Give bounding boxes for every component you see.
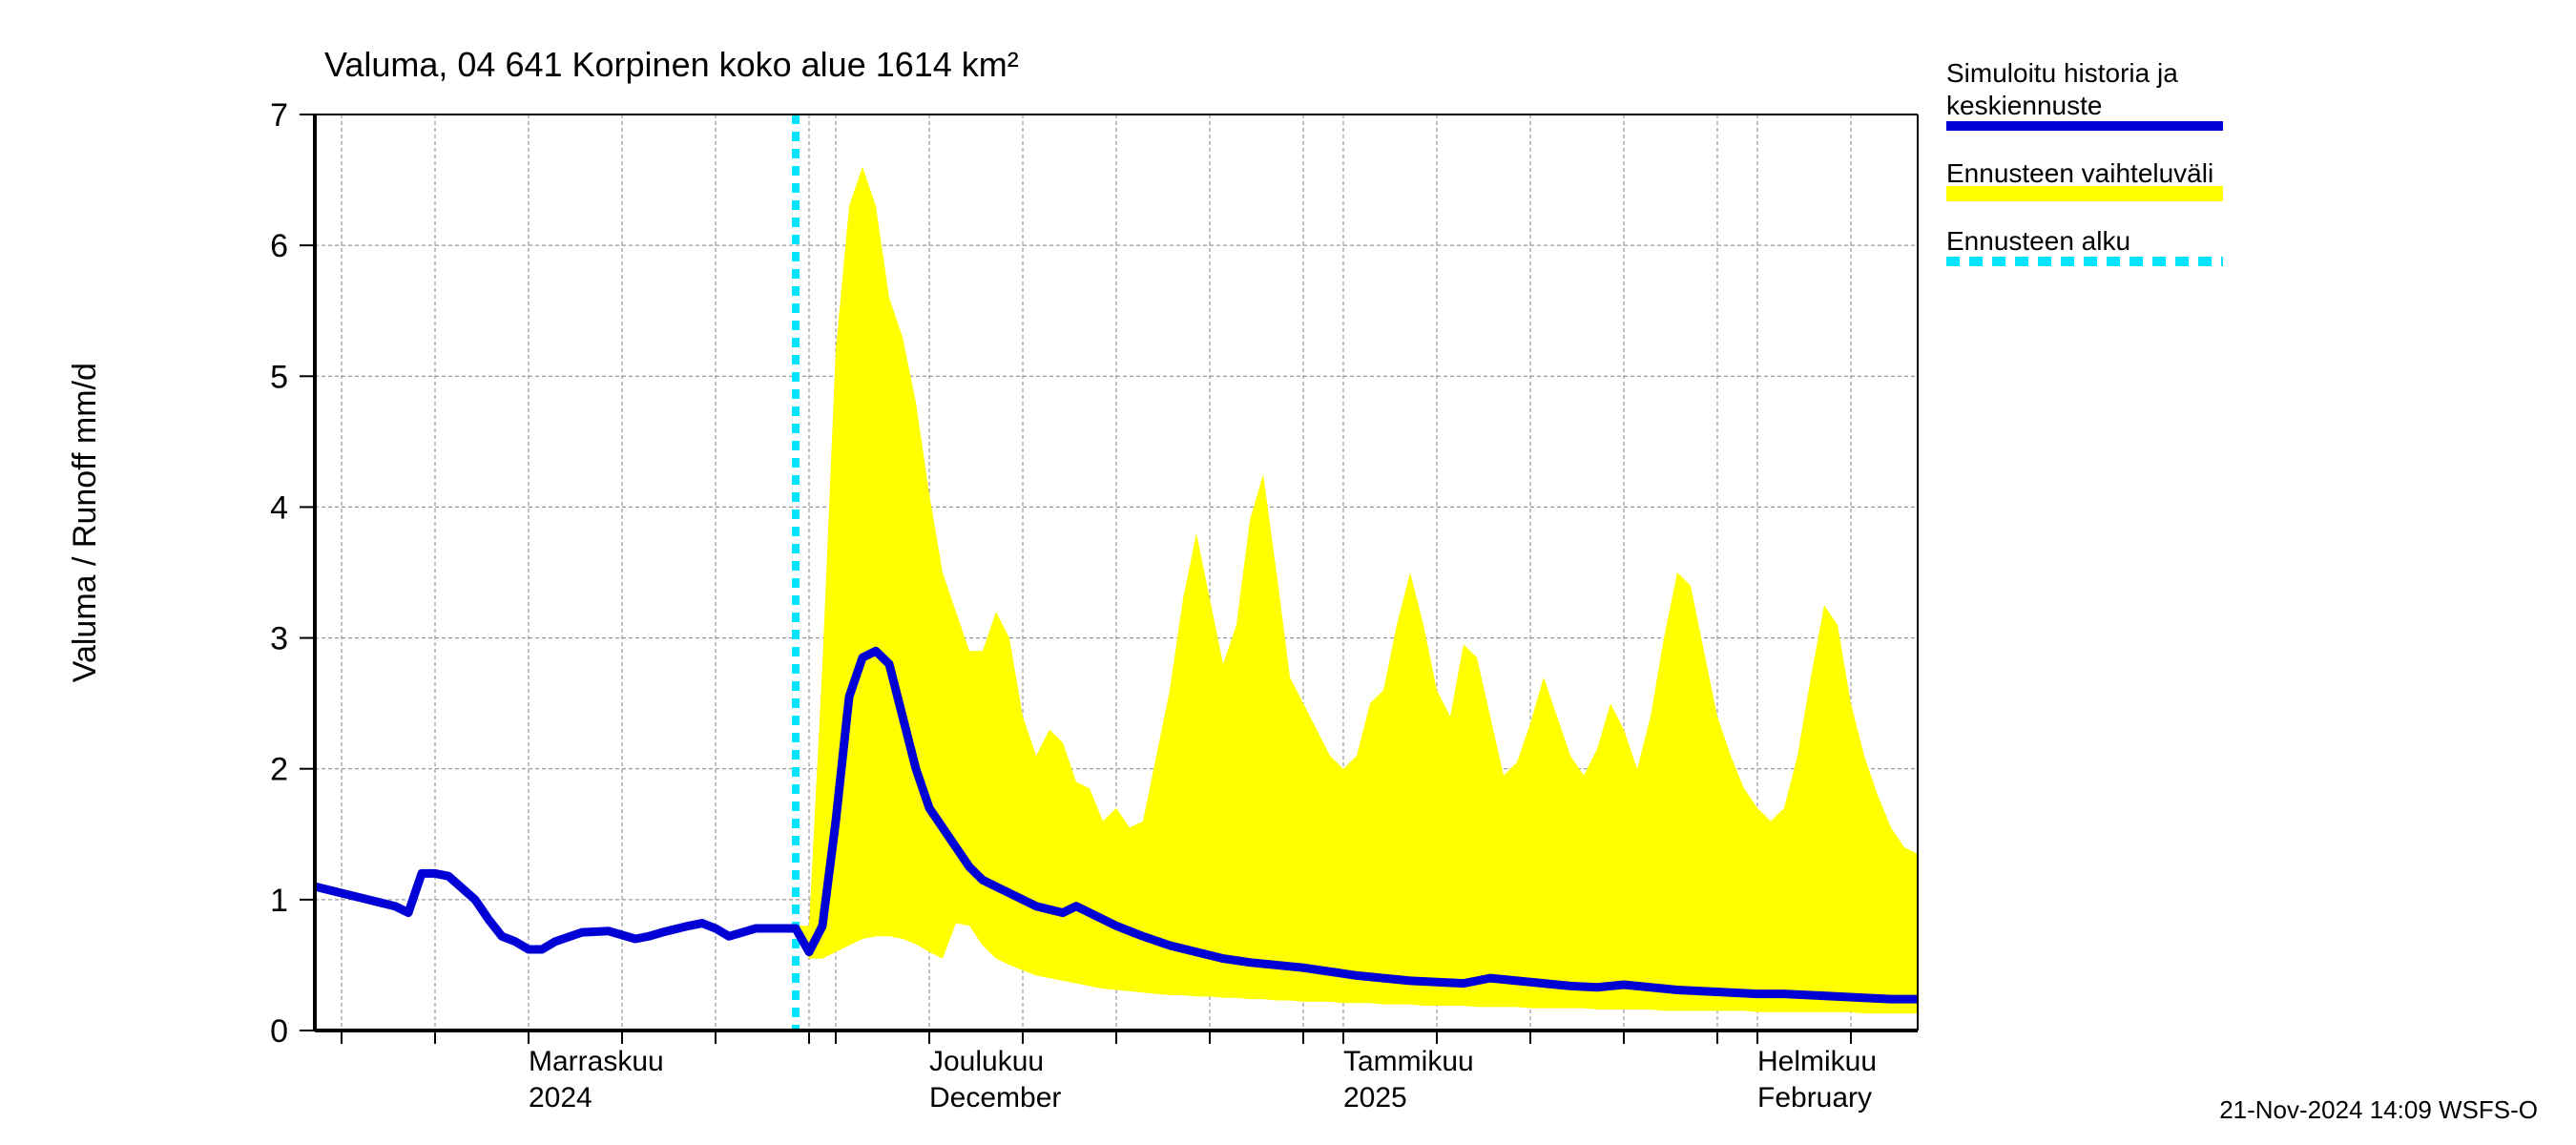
- legend-label: Simuloitu historia ja: [1946, 58, 2178, 88]
- y-tick-label: 0: [270, 1013, 288, 1050]
- y-tick-label: 7: [270, 97, 288, 134]
- runoff-chart: 0 1 2 3 4 5 6 7 Marraskuu 2024 Joulukuu December Tam…: [0, 0, 2576, 1145]
- legend-label: keskiennuste: [1946, 91, 2102, 120]
- y-tick-label: 6: [270, 228, 288, 264]
- y-tick-label: 3: [270, 621, 288, 657]
- y-axis-label: Valuma / Runoff mm/d: [67, 363, 103, 682]
- legend-label: Ennusteen alku: [1946, 226, 2130, 256]
- y-tick-label: 5: [270, 359, 288, 395]
- x-tick-label-top: Tammikuu: [1343, 1046, 1474, 1077]
- y-tick-label: 2: [270, 752, 288, 788]
- x-tick-label-bottom: 2024: [529, 1082, 592, 1114]
- x-tick-label-bottom: 2025: [1343, 1082, 1407, 1114]
- chart-title: Valuma, 04 641 Korpinen koko alue 1614 k…: [324, 45, 1019, 84]
- y-tick-label: 4: [270, 489, 288, 526]
- x-tick-label-bottom: December: [929, 1082, 1061, 1114]
- x-tick-label-top: Helmikuu: [1757, 1046, 1877, 1077]
- legend-label: Ennusteen vaihteluväli: [1946, 158, 2213, 188]
- y-tick-label: 1: [270, 883, 288, 919]
- chart-footer: 21-Nov-2024 14:09 WSFS-O: [2219, 1095, 2538, 1124]
- x-tick-label-bottom: February: [1757, 1082, 1872, 1114]
- legend-swatch-band: [1946, 186, 2223, 201]
- x-tick-label-top: Joulukuu: [929, 1046, 1044, 1077]
- x-tick-label-top: Marraskuu: [529, 1046, 664, 1077]
- chart-container: 0 1 2 3 4 5 6 7 Marraskuu 2024 Joulukuu December Tam…: [0, 0, 2576, 1145]
